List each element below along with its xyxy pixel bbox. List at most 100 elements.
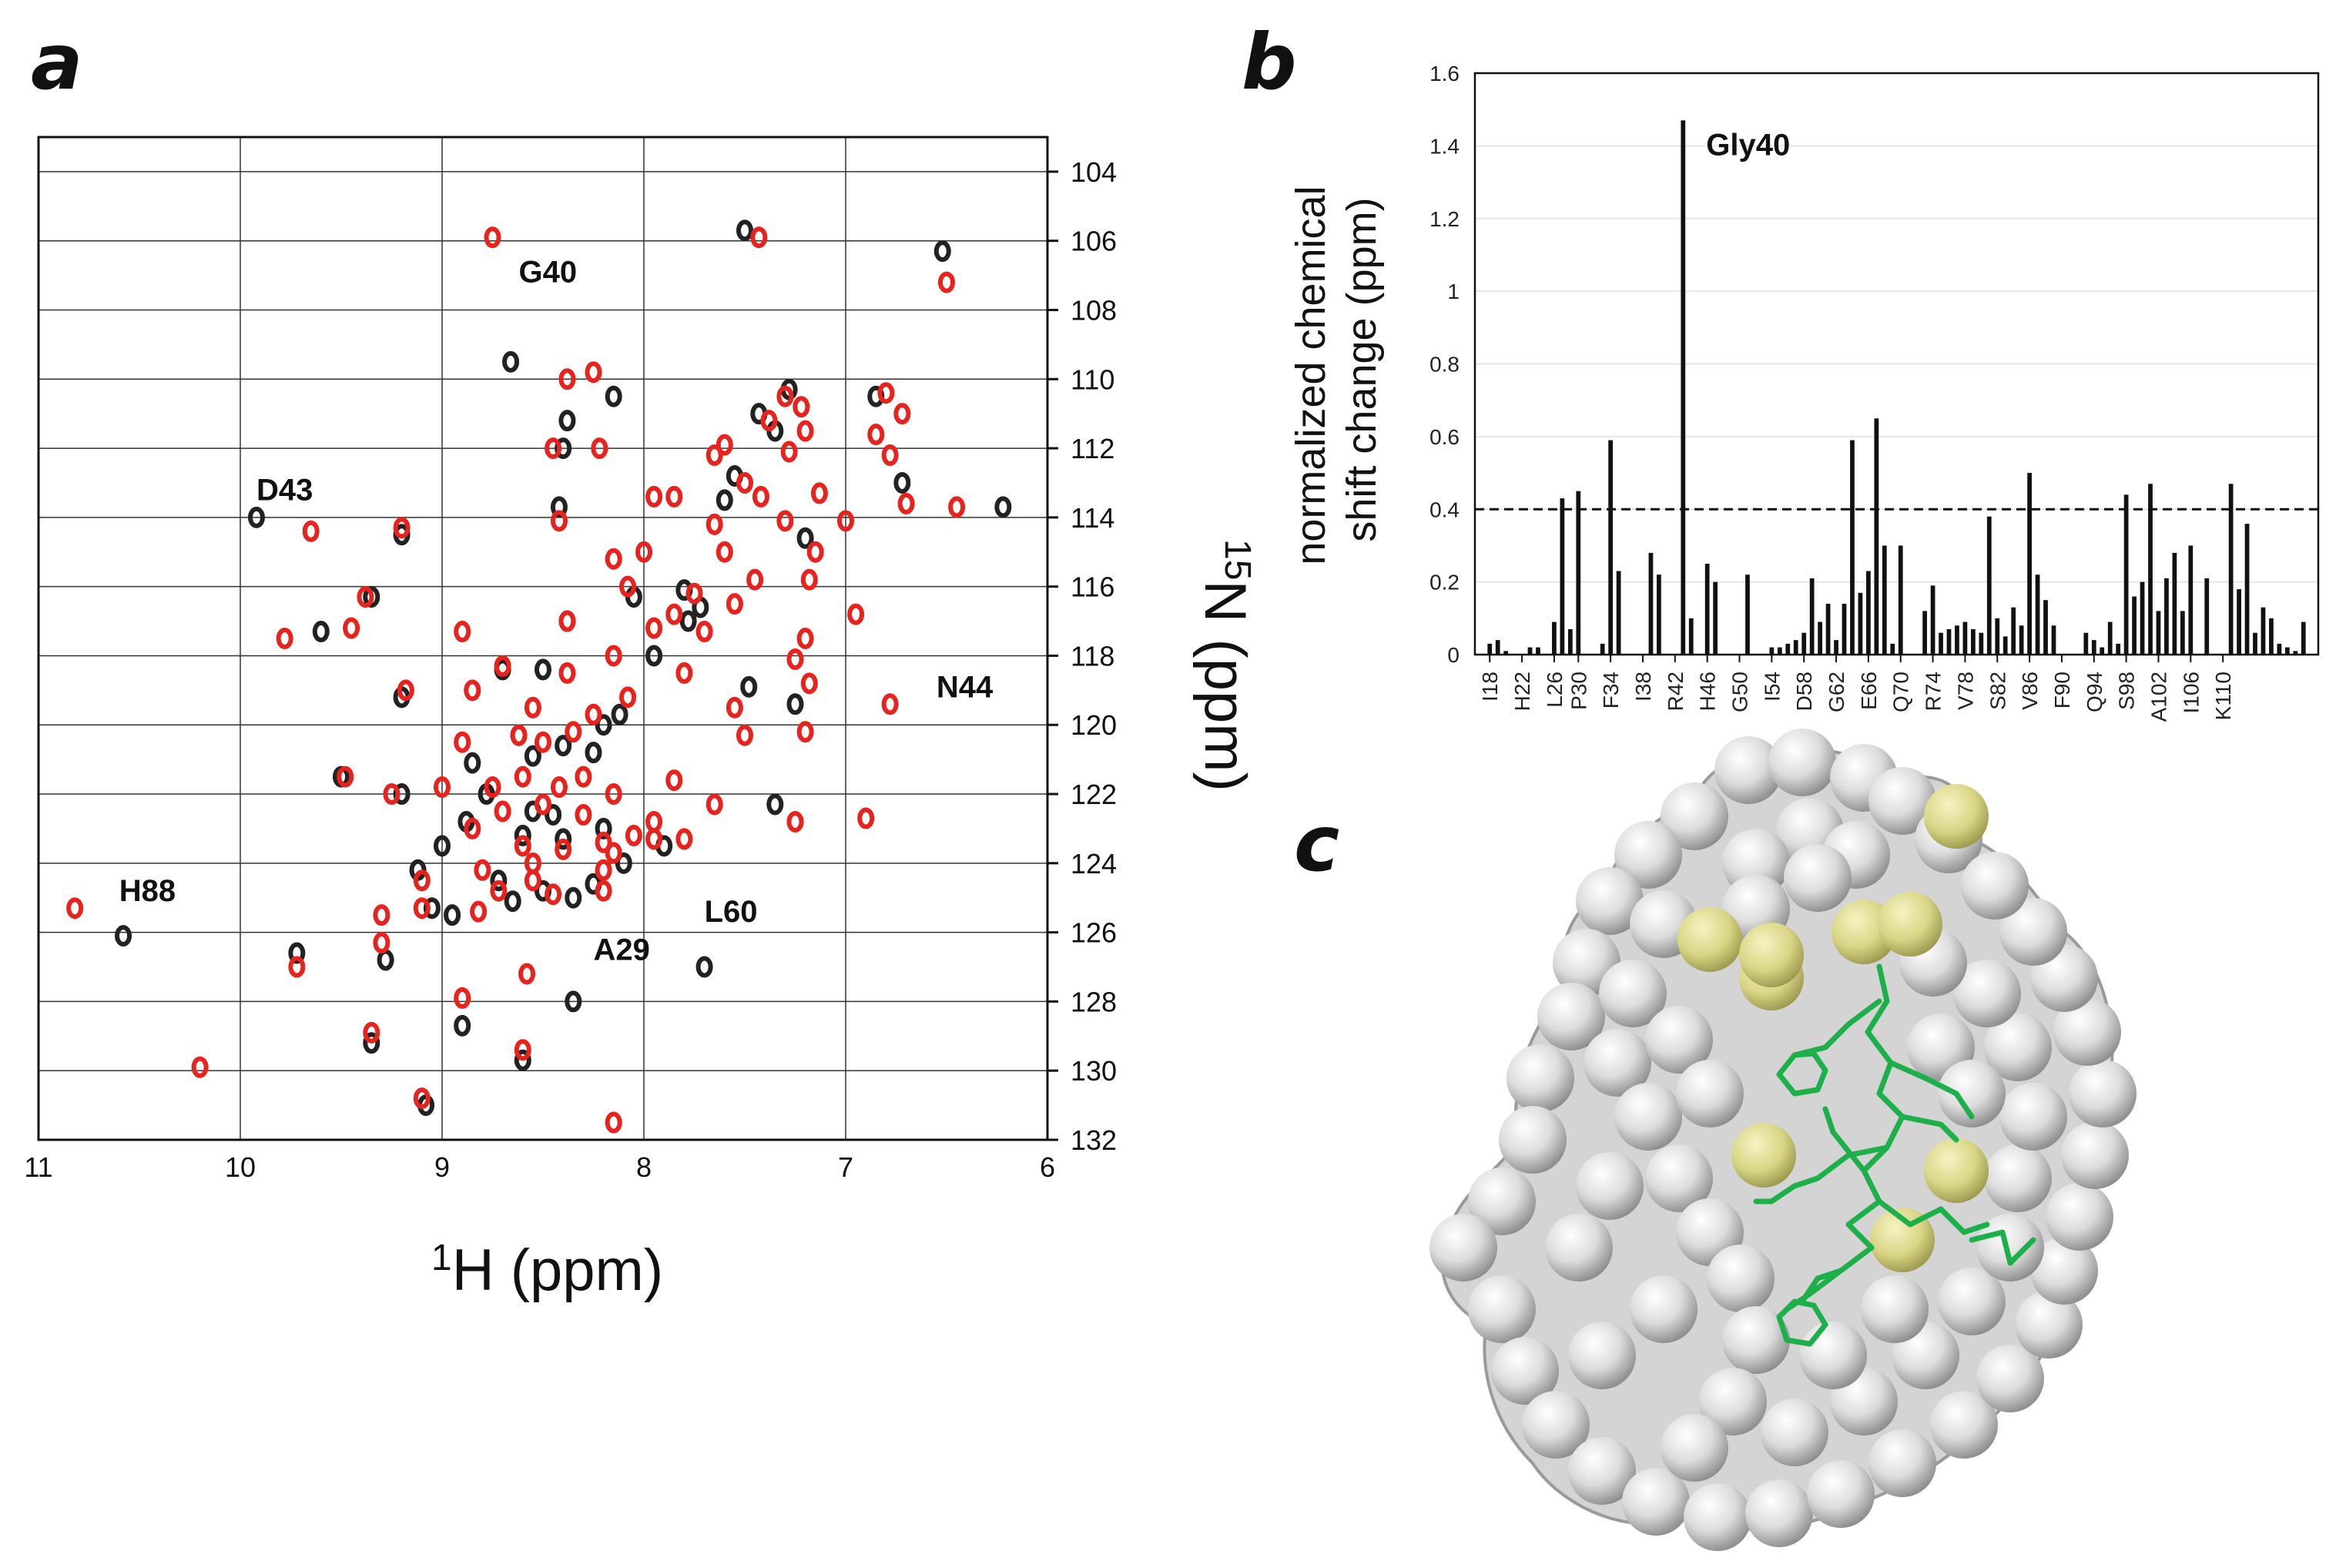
csp-bar [2301, 622, 2306, 655]
surface-blob [1868, 1429, 1936, 1497]
csp-x-tick-label: D58 [1792, 672, 1816, 711]
hsqc-peak-bound [645, 828, 663, 850]
hsqc-peak-bound [800, 672, 818, 695]
csp-bar [2083, 632, 2089, 655]
csp-x-tick-label: V86 [2018, 672, 2042, 710]
hsqc-peak-bound [518, 963, 536, 985]
csp-x-tick-label: G50 [1728, 672, 1752, 712]
csp-bar [2116, 643, 2121, 655]
surface-blob [2046, 1183, 2113, 1251]
hsqc-peak-bound [383, 783, 400, 806]
hsqc-peak-bound [558, 610, 576, 632]
hsqc-peak-bound [550, 510, 568, 532]
hsqc-peak-bound [524, 869, 541, 892]
hsqc-peak-bound [605, 783, 622, 806]
hsqc-label-a29: A29 [594, 933, 650, 967]
hsqc-peak-free [312, 621, 330, 643]
hsqc-peak-bound [373, 904, 390, 926]
hsqc-y-tick-label: 128 [1071, 986, 1117, 1017]
surface-blob [1984, 1144, 2052, 1212]
ligand-sidechain-8 [1899, 1114, 1959, 1143]
surface-blob [1645, 1144, 1713, 1212]
surface-blob [1614, 1083, 1682, 1151]
hsqc-peak-bound [413, 897, 431, 920]
hsqc-peak-free [502, 350, 520, 373]
hsqc-peak-bound [857, 807, 875, 829]
hsqc-peak-free [595, 714, 612, 736]
csp-bar [2293, 651, 2298, 655]
hsqc-peak-bound [750, 226, 768, 249]
panel-c-letter: c [1294, 799, 1339, 889]
hsqc-peak-bound [470, 900, 488, 923]
surface-blob [1545, 1214, 1613, 1282]
hsqc-peak-bound [800, 568, 818, 591]
surface-blob [1999, 898, 2067, 966]
hsqc-peak-bound [893, 403, 911, 425]
hsqc-peak-bound [595, 859, 612, 881]
hsqc-peak-bound [619, 575, 637, 598]
csp-gly40-label: Gly40 [1706, 128, 1790, 162]
csp-x-tick-label: I106 [2179, 672, 2203, 714]
hsqc-peak-bound [752, 485, 769, 508]
hsqc-peak-free [565, 990, 582, 1013]
protein-structure [1429, 729, 2137, 1551]
surface-blob [2015, 1291, 2083, 1359]
hsqc-peak-free [514, 824, 531, 846]
hsqc-peak-bound [716, 434, 733, 456]
hsqc-peak-bound [535, 793, 551, 816]
hsqc-peak-bound [66, 897, 84, 920]
surface-blob [1537, 983, 1605, 1050]
hsqc-y-tick-label: 114 [1071, 502, 1114, 534]
hsqc-peak-free [514, 1049, 531, 1071]
csp-bar [2107, 622, 2113, 655]
csp-x-tick-label: A102 [2147, 672, 2170, 722]
hsqc-peak-bound [558, 662, 576, 684]
csp-bar [2043, 600, 2048, 655]
csp-bar [2188, 545, 2194, 655]
surface-blob [1622, 1468, 1690, 1536]
csp-bar [1777, 647, 1782, 655]
hsqc-y-axis-title: 15N (ppm) [1192, 539, 1258, 792]
hsqc-peak-bound [454, 621, 471, 643]
hsqc-peak-free [490, 869, 508, 892]
surface-blob [1799, 1322, 1867, 1389]
hsqc-peak-free [115, 925, 132, 947]
hsqc-peak-free [645, 645, 663, 667]
surface-blob [1576, 1152, 1644, 1220]
surface-blob [2030, 1237, 2098, 1305]
hsqc-peak-bound [464, 817, 481, 839]
ligand-peptide [1753, 963, 2036, 1347]
csp-y-tick-label: 0 [1447, 643, 1460, 667]
hsqc-peak-bound [847, 603, 865, 625]
hsqc-peak-bound [565, 721, 582, 743]
csp-bar [1882, 545, 1887, 655]
hsqc-peak-bound [585, 703, 602, 725]
csp-bars [1487, 120, 2306, 655]
csp-bar [1648, 552, 1654, 655]
csp-bar [2228, 484, 2234, 655]
hsqc-peak-bound [786, 648, 804, 670]
hsqc-peak-bound [726, 593, 743, 615]
csp-bar [2027, 473, 2032, 655]
hsqc-peak-free [444, 904, 461, 926]
csp-x-tick-label: K110 [2211, 672, 2235, 720]
surface-blob [1491, 1337, 1559, 1405]
surface-blob [1522, 1391, 1590, 1459]
hsqc-peak-bound [780, 441, 798, 463]
csp-bar [1922, 611, 1927, 655]
csp-bar [1834, 640, 1838, 655]
csp-plot-frame [1473, 72, 2320, 656]
hsqc-peak-bound [595, 879, 612, 902]
surface-blob [1676, 1060, 1744, 1127]
csp-bar [1704, 564, 1710, 655]
csp-bar [1939, 632, 1943, 655]
hsqc-peak-bound [191, 1056, 209, 1078]
csp-bar [2156, 611, 2161, 655]
hsqc-peak-bound [881, 444, 899, 467]
hsqc-peak-bound [675, 828, 693, 850]
csp-x-tick-label: G62 [1825, 672, 1848, 712]
hsqc-peak-bound [705, 513, 723, 535]
hsqc-peak-bound [397, 679, 414, 702]
csp-bar [1552, 622, 1557, 655]
